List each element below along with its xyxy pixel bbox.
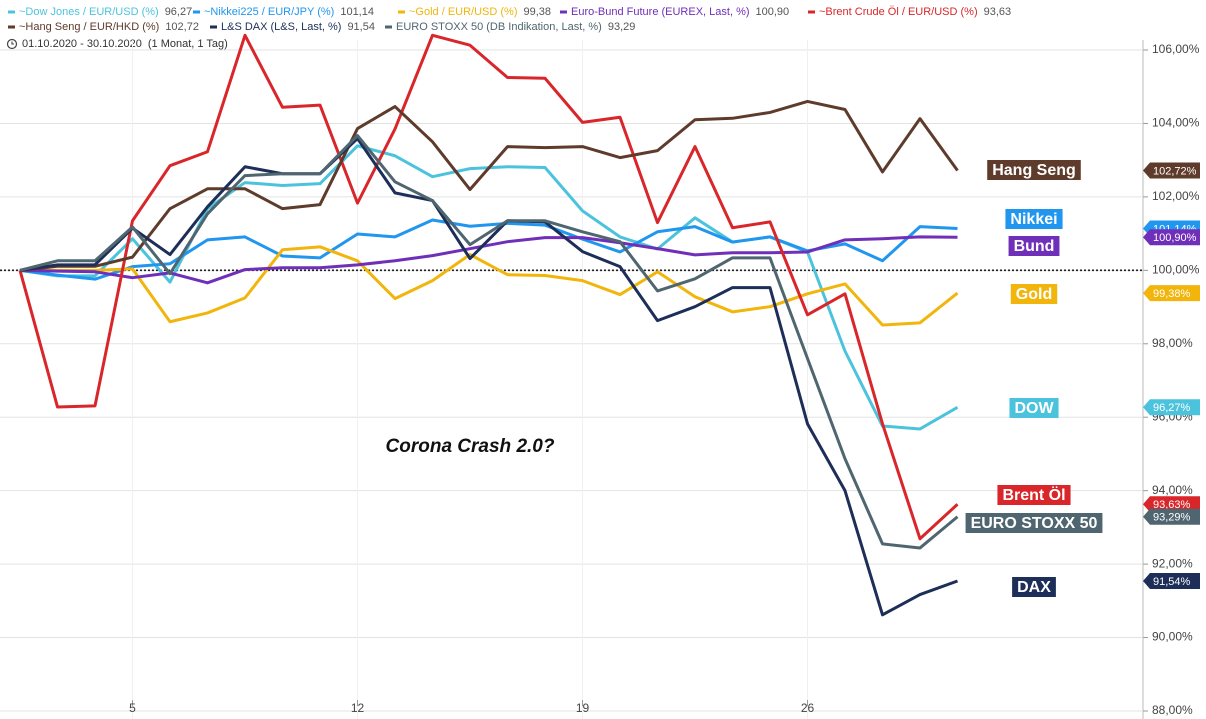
- value-box: [1143, 162, 1200, 179]
- end-label-bg: [1008, 236, 1060, 256]
- clock-icon: [6, 38, 18, 50]
- end-label: Hang Seng: [987, 160, 1081, 180]
- value-box-text: 102,72%: [1153, 165, 1197, 177]
- end-label-text: DAX: [1017, 579, 1051, 596]
- x-tick-label: 26: [801, 701, 815, 715]
- x-tick-label: 5: [129, 701, 136, 715]
- x-tick-label: 19: [576, 701, 590, 715]
- end-label-text: DOW: [1014, 400, 1054, 417]
- value-box-text: 99,38%: [1153, 288, 1191, 300]
- value-box: [1143, 508, 1200, 525]
- line-series: [19, 137, 959, 617]
- y-tick-label: 88,00%: [1152, 703, 1193, 717]
- end-label-bg: [987, 160, 1081, 180]
- line-series: [19, 134, 959, 550]
- value-box-text: 93,29%: [1153, 512, 1191, 524]
- end-label: Gold: [1010, 284, 1058, 304]
- value-box: [1143, 496, 1200, 513]
- end-label: DAX: [1012, 577, 1056, 597]
- end-label-text: Gold: [1016, 286, 1052, 303]
- line-series: [19, 218, 958, 281]
- line-series: [19, 99, 959, 272]
- y-tick-label: 106,00%: [1152, 42, 1200, 56]
- legend-value: 91,54: [347, 21, 375, 33]
- legend-value: 93,63: [984, 6, 1012, 18]
- legend-label: ~Gold / EUR/USD (%): [409, 6, 518, 18]
- value-box: [1143, 573, 1200, 590]
- value-box-text: 100,90%: [1153, 232, 1197, 244]
- y-tick-label: 98,00%: [1152, 336, 1193, 350]
- line-series: [18, 33, 959, 541]
- end-label: Nikkei: [1005, 209, 1063, 229]
- legend-label: ~Brent Crude Öl / EUR/USD (%): [819, 6, 978, 18]
- y-tick-label: 94,00%: [1152, 483, 1193, 497]
- end-label-text: Hang Seng: [992, 162, 1076, 179]
- end-label-bg: [1005, 209, 1063, 229]
- end-label-text: Nikkei: [1010, 211, 1057, 228]
- y-tick-label: 92,00%: [1152, 556, 1193, 570]
- value-box: [1143, 229, 1200, 246]
- annotation: Corona Crash 2.0?: [386, 436, 555, 457]
- line-series: [19, 235, 958, 285]
- end-label: Brent Öl: [997, 485, 1071, 505]
- legend-label: ~Hang Seng / EUR/HKD (%): [19, 21, 159, 33]
- legend-value: 93,29: [608, 21, 636, 33]
- value-box: [1143, 285, 1200, 302]
- legend-label: ~Nikkei225 / EUR/JPY (%): [204, 6, 334, 18]
- end-label-text: Bund: [1014, 238, 1055, 255]
- end-label: DOW: [1009, 398, 1059, 418]
- y-tick-label: 100,00%: [1152, 263, 1200, 277]
- x-tick-label: 12: [351, 701, 365, 715]
- legend-value: 96,27: [165, 6, 193, 18]
- y-tick-label: 90,00%: [1152, 630, 1193, 644]
- value-box-text: 91,54%: [1153, 576, 1191, 588]
- end-label-bg: [1010, 284, 1058, 304]
- legend-value: 101,14: [340, 6, 374, 18]
- end-label-bg: [997, 485, 1071, 505]
- y-tick-label: 102,00%: [1152, 189, 1200, 203]
- clock-hands: [11, 41, 14, 45]
- legend-label: EURO STOXX 50 (DB Indikation, Last, %): [396, 21, 602, 33]
- legend-label: L&S DAX (L&S, Last, %): [221, 21, 341, 33]
- end-label-bg: [1012, 577, 1056, 597]
- end-label-bg: [965, 513, 1103, 533]
- end-label: EURO STOXX 50: [965, 513, 1103, 533]
- end-label-text: EURO STOXX 50: [971, 515, 1098, 532]
- value-box: [1143, 399, 1200, 416]
- legend-value: 100,90: [756, 6, 790, 18]
- value-box-text: 96,27%: [1153, 402, 1191, 414]
- legend-label: ~Dow Jones / EUR/USD (%): [19, 6, 159, 18]
- period-note: (1 Monat, 1 Tag): [148, 38, 228, 50]
- end-label: Bund: [1008, 236, 1060, 256]
- y-tick-label: 104,00%: [1152, 116, 1200, 130]
- legend-value: 102,72: [165, 21, 199, 33]
- legend-label: Euro-Bund Future (EUREX, Last, %): [571, 6, 750, 18]
- value-box-text: 93,63%: [1153, 499, 1191, 511]
- end-label-text: Brent Öl: [1002, 485, 1065, 504]
- period: 01.10.2020 - 30.10.2020: [22, 38, 142, 50]
- legend-value: 99,38: [524, 6, 552, 18]
- end-label-bg: [1009, 398, 1059, 418]
